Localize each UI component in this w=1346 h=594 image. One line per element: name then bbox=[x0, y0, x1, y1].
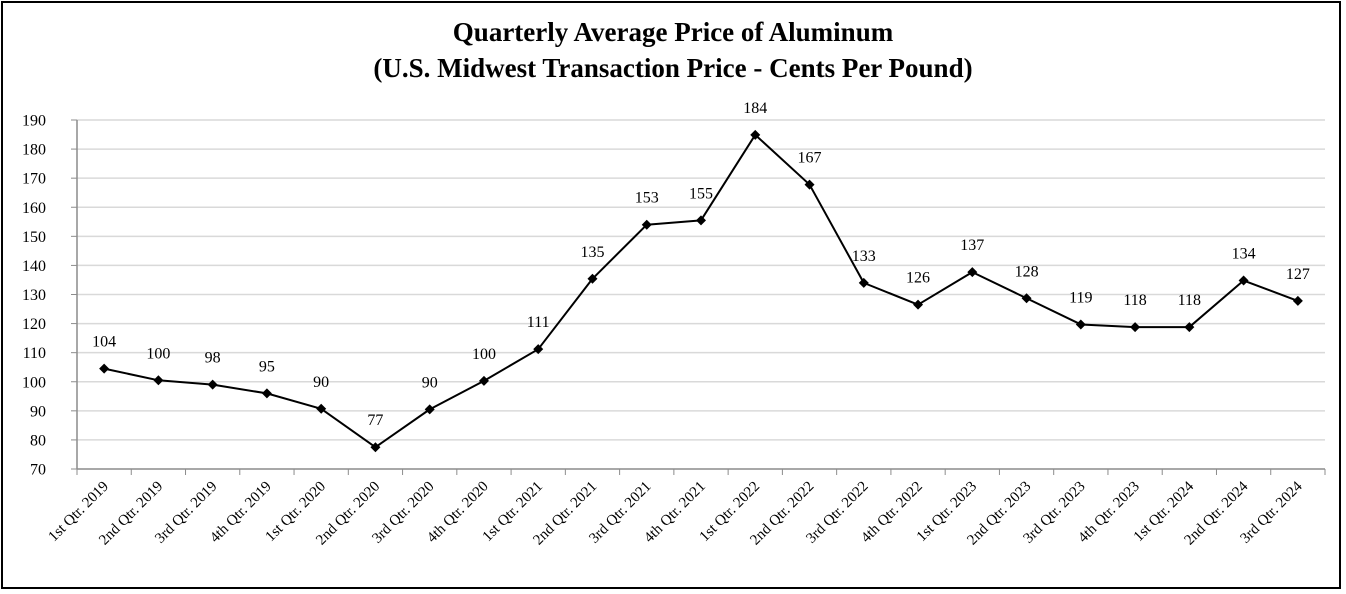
data-point-marker bbox=[1292, 295, 1303, 306]
data-point-marker bbox=[1021, 293, 1032, 304]
data-label: 111 bbox=[527, 314, 550, 331]
data-label: 167 bbox=[798, 150, 822, 167]
data-label: 98 bbox=[205, 350, 221, 367]
data-point-marker bbox=[99, 363, 110, 374]
data-label: 90 bbox=[313, 374, 329, 391]
data-point-marker bbox=[696, 215, 706, 226]
data-label: 90 bbox=[422, 374, 438, 391]
data-point-marker bbox=[1075, 319, 1086, 330]
data-point-marker bbox=[1238, 275, 1249, 286]
data-point-marker bbox=[587, 273, 598, 284]
data-label: 127 bbox=[1286, 266, 1310, 283]
data-label: 100 bbox=[146, 345, 170, 362]
data-point-marker bbox=[153, 375, 164, 386]
data-point-marker bbox=[858, 277, 869, 288]
y-tick-label: 140 bbox=[22, 258, 46, 275]
data-label: 95 bbox=[259, 358, 275, 375]
data-label: 135 bbox=[580, 244, 604, 261]
price-series bbox=[99, 129, 1303, 453]
data-point-marker bbox=[1184, 322, 1195, 333]
y-tick-label: 170 bbox=[22, 171, 46, 188]
y-tick-label: 90 bbox=[30, 403, 46, 420]
y-tick-label: 80 bbox=[30, 432, 46, 449]
data-point-marker bbox=[370, 442, 381, 453]
data-point-marker bbox=[1130, 322, 1141, 333]
y-tick-label: 70 bbox=[30, 462, 46, 479]
data-point-marker bbox=[533, 344, 544, 355]
data-point-marker bbox=[804, 179, 815, 190]
data-label: 153 bbox=[635, 190, 659, 207]
y-tick-label: 180 bbox=[22, 142, 46, 159]
data-labels: 104 100 98 95 90 77 90 100 111 135 153 155 184 167 133… bbox=[92, 100, 1310, 429]
data-label: 118 bbox=[1178, 292, 1201, 309]
data-label: 155 bbox=[689, 185, 713, 202]
gridlines bbox=[77, 119, 1325, 441]
y-tick-label: 120 bbox=[22, 316, 46, 333]
y-tick-label: 100 bbox=[22, 374, 46, 391]
data-label: 77 bbox=[367, 412, 383, 429]
data-label: 184 bbox=[743, 100, 767, 117]
price-line bbox=[103, 133, 1299, 449]
data-label: 126 bbox=[906, 270, 930, 287]
data-point-marker bbox=[261, 388, 272, 399]
data-label: 128 bbox=[1015, 263, 1039, 280]
data-point-marker bbox=[967, 267, 978, 278]
y-tick-label: 160 bbox=[22, 200, 46, 217]
data-label: 137 bbox=[960, 237, 984, 254]
chart-subtitle: (U.S. Midwest Transaction Price - Cents … bbox=[373, 53, 972, 83]
data-point-marker bbox=[913, 299, 924, 310]
data-label: 134 bbox=[1232, 246, 1256, 263]
data-label: 100 bbox=[472, 346, 496, 363]
data-point-marker bbox=[207, 379, 218, 390]
chart-title: Quarterly Average Price of Aluminum bbox=[453, 17, 894, 47]
data-point-marker bbox=[316, 403, 327, 414]
data-point-marker bbox=[641, 219, 652, 230]
data-label: 104 bbox=[92, 334, 116, 351]
data-point-marker bbox=[424, 404, 435, 415]
data-label: 118 bbox=[1123, 292, 1146, 309]
data-label: 133 bbox=[852, 248, 876, 265]
data-point-marker bbox=[750, 129, 761, 140]
y-tick-label: 130 bbox=[22, 287, 46, 304]
data-label: 119 bbox=[1069, 289, 1092, 306]
y-tick-label: 150 bbox=[22, 229, 46, 246]
data-point-marker bbox=[478, 375, 489, 386]
y-tick-label: 110 bbox=[23, 345, 46, 362]
y-tick-label: 190 bbox=[22, 113, 46, 130]
